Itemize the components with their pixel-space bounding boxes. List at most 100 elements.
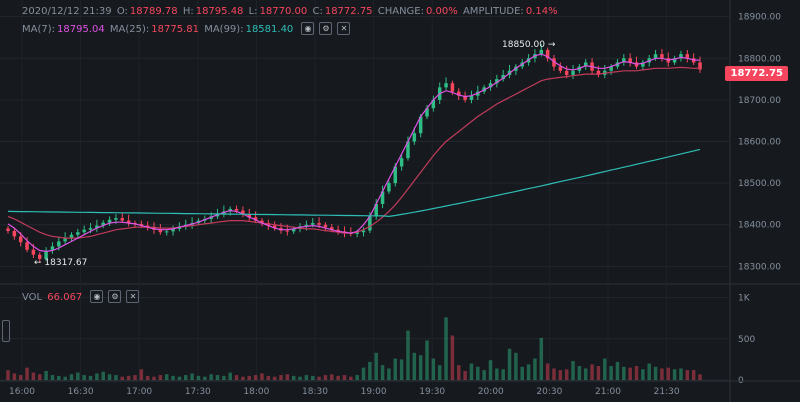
volume-bar	[672, 369, 677, 380]
vol-gear-icon[interactable]: ⚙	[108, 290, 122, 303]
candle-body	[361, 230, 366, 233]
time-tick-label: 20:00	[478, 387, 504, 397]
candle-body	[171, 228, 175, 232]
candle-body	[241, 210, 245, 214]
volume-bar	[564, 369, 569, 380]
time-tick-label: 21:00	[595, 387, 621, 397]
volume-bar	[355, 375, 359, 380]
volume-bar	[209, 374, 213, 380]
volume-bar	[603, 358, 607, 380]
volume-bar	[387, 368, 391, 380]
volume-bar	[698, 374, 702, 380]
volume-bar	[107, 374, 112, 380]
ma7-line	[7, 53, 701, 253]
volume-tick-label: 1K	[738, 294, 751, 304]
candle-body	[495, 79, 499, 84]
volume-bar	[120, 376, 125, 380]
volume-bar	[539, 337, 544, 380]
candle-body	[406, 141, 410, 159]
candle-body	[488, 83, 493, 88]
candle-body	[444, 83, 448, 88]
price-tick-label: 18900.00	[738, 13, 781, 23]
last-price-tag: 18772.75	[725, 66, 788, 81]
volume-bar	[596, 365, 601, 380]
candle-body	[672, 58, 677, 63]
volume-bar	[44, 370, 48, 380]
time-tick-label: 16:30	[68, 387, 94, 397]
volume-bar	[25, 367, 29, 380]
candle-body	[545, 49, 550, 59]
volume-bar	[317, 376, 321, 380]
candle-body	[57, 241, 61, 247]
volume-bar	[63, 376, 67, 380]
candle-body	[628, 58, 632, 63]
panel-resize-handle[interactable]	[2, 320, 10, 342]
volume-bar	[450, 335, 455, 380]
candle-body	[139, 223, 144, 226]
vol-eye-icon[interactable]: ◉	[90, 290, 104, 303]
candle-body	[120, 218, 125, 221]
time-tick-label: 18:00	[243, 387, 269, 397]
time-tick-label: 18:30	[302, 387, 328, 397]
volume-bar	[590, 364, 594, 380]
candle-body	[399, 158, 404, 167]
close-icon[interactable]: ✕	[337, 22, 351, 35]
legend-high-label: H:	[182, 6, 194, 17]
volume-bar	[469, 363, 474, 380]
vol-close-icon[interactable]: ✕	[126, 290, 140, 303]
candle-body	[393, 166, 398, 184]
gear-icon[interactable]: ⚙	[319, 22, 333, 35]
candle-body	[31, 249, 36, 255]
candle-body	[387, 183, 391, 192]
price-tick-label: 18500.00	[738, 179, 781, 189]
candle-body	[12, 230, 17, 237]
candle-body	[450, 83, 455, 92]
ma99-label: MA(99):	[204, 23, 244, 35]
volume-bar	[342, 375, 347, 380]
candle-body	[463, 95, 467, 100]
volume-bar	[31, 372, 36, 380]
candle-body	[291, 228, 296, 232]
volume-bar	[691, 370, 696, 380]
candle-body	[698, 62, 702, 70]
ma99-value: 18581.40	[245, 23, 294, 35]
volume-bar	[399, 359, 404, 380]
legend-low-label: L:	[248, 6, 258, 17]
volume-bar	[628, 367, 632, 380]
candle-body	[323, 224, 328, 228]
legend-low: 18770.00	[259, 6, 308, 17]
price-tick-label: 18800.00	[738, 54, 781, 64]
volume-bar	[272, 376, 277, 380]
legend-amplitude-label: AMPLITUDE:	[462, 6, 524, 17]
volume-bar	[615, 361, 620, 380]
high-annotation-text: 18850.00	[502, 40, 545, 50]
volume-bar	[228, 372, 232, 380]
candle-body	[304, 224, 309, 227]
candle-body	[50, 246, 55, 251]
candle-body	[641, 62, 645, 67]
legend-open-label: O:	[116, 6, 128, 17]
candle-body	[564, 70, 569, 75]
candle-body	[374, 203, 378, 217]
volume-tick-label: 500	[738, 335, 755, 345]
legend-change: 0.00%	[426, 6, 458, 17]
candle-body	[571, 70, 575, 75]
volume-bar	[437, 365, 442, 380]
volume-bar	[425, 340, 429, 380]
volume-bar	[393, 358, 398, 380]
volume-bar	[622, 366, 626, 380]
legend-close-label: C:	[312, 6, 323, 17]
candle-body	[431, 99, 436, 109]
volume-bar	[6, 370, 10, 380]
legend-datetime: 2020/12/12 21:39	[22, 6, 112, 17]
low-annotation: ← 18317.67	[34, 258, 88, 268]
candle-body	[368, 216, 372, 231]
volume-bar	[69, 374, 74, 380]
candle-body	[95, 225, 99, 229]
candle-body	[253, 217, 258, 221]
volume-bar	[145, 375, 150, 380]
eye-icon[interactable]: ◉	[301, 22, 315, 35]
candle-body	[679, 54, 683, 59]
